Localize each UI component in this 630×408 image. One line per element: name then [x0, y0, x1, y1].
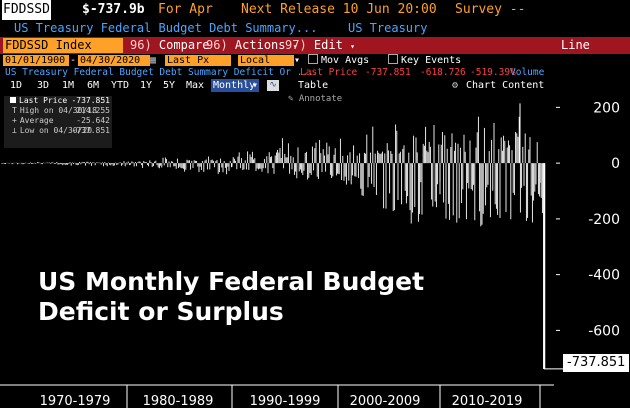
header-bar: FDDSSD $-737.9b For Apr Next Release 10 …	[0, 0, 630, 20]
security-line: US Treasury Federal Budget Debt Summary …	[0, 67, 630, 79]
survey-label: Survey --	[455, 2, 526, 17]
settings-bar: 01/01/1900 - 04/30/2020 ▦ Last Px Local …	[0, 54, 630, 77]
periodicity-dropdown-icon[interactable]: ▾	[252, 80, 259, 91]
period-1y[interactable]: 1Y	[140, 80, 153, 91]
chart-area: 200 0 -200 -400 -600 1970-1979 1980-1989 1990-1…	[0, 100, 620, 408]
calendar-icon[interactable]: ▦	[150, 55, 157, 66]
legend-swatch	[10, 97, 16, 103]
description-bar: US Treasury Federal Budget Debt Summary.…	[0, 20, 630, 37]
security-name: US Treasury Federal Budget Debt Summary …	[5, 67, 314, 78]
y-tick-label: -600	[588, 323, 620, 339]
period-6m[interactable]: 6M	[87, 80, 100, 91]
edit-button[interactable]: 97) Edit ▾	[285, 38, 355, 52]
overlay-title-line2: Deficit or Surplus	[38, 297, 284, 326]
period-3d[interactable]: 3D	[37, 80, 50, 91]
x-tick-label: 2000-2009	[350, 394, 421, 408]
currency-select[interactable]: Local CCY	[238, 55, 294, 77]
chevron-down-icon: ▾	[350, 42, 355, 51]
chevron-down-icon: ▾	[292, 42, 298, 51]
period-ytd[interactable]: YTD	[111, 80, 130, 91]
toolbar: FDDSSD Index 96) Compare 96) Actions ▾ 9…	[0, 37, 630, 67]
pct-change-value: -519.39%	[470, 67, 516, 78]
chart-legend: Last Price -737.851 T High on 04/30/18 214.…	[4, 96, 112, 148]
last-price-value: -737.851	[365, 67, 411, 78]
end-date-input[interactable]: 04/30/2020	[78, 55, 150, 66]
chart-type-label[interactable]: Line Chart	[561, 38, 597, 67]
table-button[interactable]: Table	[298, 80, 329, 91]
y-tick-label: -200	[588, 212, 620, 228]
y-tick-label: -400	[588, 268, 620, 284]
mov-avgs-toggle[interactable]: Mov Avgs	[308, 54, 369, 67]
line-chart-icon[interactable]: ∿	[267, 80, 279, 91]
annotate-button[interactable]: ✎ Annotate	[288, 94, 343, 104]
legend-average: + Average -25.642	[12, 116, 110, 125]
x-tick-label: 2010-2019	[452, 394, 523, 408]
period-5y[interactable]: 5Y	[163, 80, 176, 91]
period-bar: 1D 3D 1M 6M YTD 1Y 5Y Max Monthly ▾ ∿ Ta…	[0, 79, 630, 93]
pencil-icon: ✎	[288, 94, 294, 104]
periodicity-select[interactable]: Monthly	[211, 79, 259, 92]
key-events-toggle[interactable]: Key Events	[388, 54, 461, 67]
overlay-title: US Monthly Federal Budget Deficit or Sur…	[38, 267, 424, 327]
compare-button[interactable]: 96) Compare	[130, 38, 210, 52]
field-select[interactable]: Last Px	[165, 55, 231, 66]
last-price-label: Last Price	[300, 67, 358, 78]
y-tick-label: 200	[593, 100, 620, 116]
period-1d[interactable]: 1D	[10, 80, 23, 91]
source: US Treasury	[348, 21, 428, 35]
description: US Treasury Federal Budget Debt Summary.…	[14, 21, 318, 35]
chart-content-button[interactable]: Chart Content	[466, 80, 545, 91]
legend-last-price: Last Price -737.851	[4, 96, 112, 106]
checkbox-icon	[388, 54, 398, 64]
period-max[interactable]: Max	[186, 80, 205, 91]
legend-low: ⊥ Low on 04/30/20 -737.851	[12, 126, 110, 135]
checkbox-icon	[308, 54, 318, 64]
period-1m[interactable]: 1M	[62, 80, 75, 91]
period-label: For Apr	[158, 2, 213, 17]
ticker[interactable]: FDDSSD	[2, 0, 51, 20]
change-value: -618.726	[420, 67, 466, 78]
last-value-tag: -737.851	[563, 354, 630, 372]
last-value: $-737.9b	[82, 2, 145, 17]
y-tick-label: 0	[611, 156, 620, 172]
currency-dropdown-icon[interactable]: ▾	[294, 55, 301, 66]
volume-label: Volume	[510, 67, 545, 78]
date-separator: -	[70, 55, 77, 66]
gear-icon[interactable]: ⚙	[452, 80, 459, 91]
legend-high: T High on 04/30/18 214.255	[12, 106, 110, 115]
x-tick-label: 1980-1989	[143, 394, 214, 408]
next-release: Next Release 10 Jun 20:00	[241, 2, 437, 17]
security-field[interactable]: FDDSSD Index	[3, 38, 123, 53]
overlay-title-line1: US Monthly Federal Budget	[38, 267, 425, 296]
x-tick-label: 1970-1979	[40, 394, 111, 408]
actions-button[interactable]: 96) Actions ▾	[206, 38, 298, 52]
x-tick-label: 1990-1999	[250, 394, 321, 408]
start-date-input[interactable]: 01/01/1900	[3, 55, 69, 66]
